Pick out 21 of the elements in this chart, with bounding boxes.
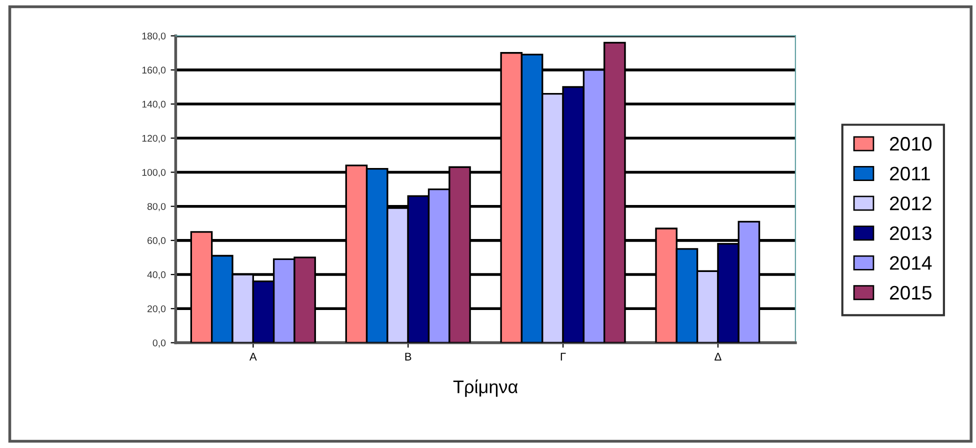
- x-tick-label: Β: [405, 352, 412, 360]
- legend-label: 2010: [890, 136, 932, 151]
- y-tick-label: 60,0: [148, 237, 166, 246]
- x-tick-label: Δ: [714, 352, 722, 360]
- x-tick-label: Γ: [560, 352, 566, 360]
- x-axis-title: Τρίμηνα: [453, 379, 518, 397]
- y-tick-label: 180,0: [142, 32, 166, 41]
- legend-label: 2011: [890, 166, 930, 180]
- y-tick-label: 20,0: [148, 305, 166, 314]
- y-tick-label: 40,0: [147, 271, 166, 280]
- legend-label: 2014: [890, 256, 932, 270]
- y-tick-label: 120,0: [142, 134, 166, 143]
- y-tick-label: 80,0: [147, 203, 166, 212]
- legend-label: 2012: [890, 196, 932, 210]
- legend-label: 2015: [890, 286, 932, 300]
- y-tick-label: 160,0: [142, 66, 166, 75]
- x-tick-label: Α: [249, 352, 257, 360]
- y-tick-label: 100,0: [142, 168, 166, 177]
- y-tick-label: 0,0: [152, 339, 166, 348]
- y-tick-label: 140,0: [142, 100, 166, 109]
- legend-label: 2013: [890, 226, 932, 240]
